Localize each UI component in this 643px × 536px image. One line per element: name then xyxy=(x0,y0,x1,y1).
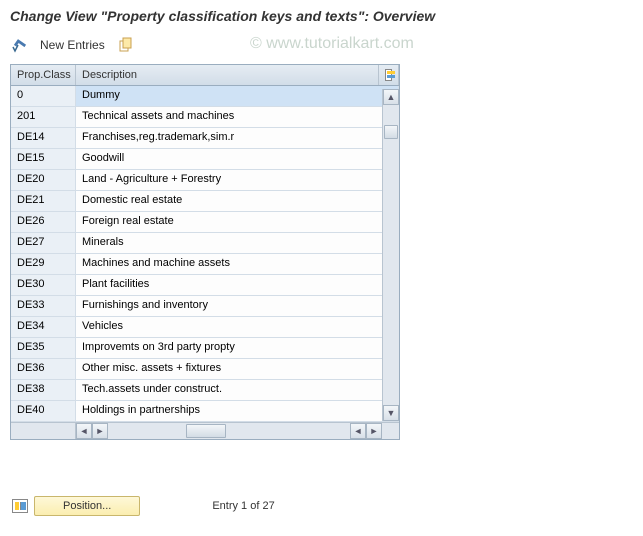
table-settings-button[interactable] xyxy=(379,65,399,85)
table-row[interactable]: DE20Land - Agriculture + Forestry xyxy=(11,170,399,191)
table-row[interactable]: DE29Machines and machine assets xyxy=(11,254,399,275)
horizontal-scrollbar: ◄ ► ◄ ► xyxy=(11,422,399,439)
cell-description[interactable]: Foreign real estate xyxy=(76,212,399,232)
table-row[interactable]: DE21Domestic real estate xyxy=(11,191,399,212)
cell-description[interactable]: Tech.assets under construct. xyxy=(76,380,399,400)
cell-description[interactable]: Minerals xyxy=(76,233,399,253)
table-row[interactable]: DE38Tech.assets under construct. xyxy=(11,380,399,401)
cell-description[interactable]: Domestic real estate xyxy=(76,191,399,211)
cell-description[interactable]: Technical assets and machines xyxy=(76,107,399,127)
column-header-description[interactable]: Description xyxy=(76,65,379,85)
scroll-right-button[interactable]: ► xyxy=(92,423,108,439)
cell-prop-class[interactable]: DE15 xyxy=(11,149,76,169)
vertical-scrollbar: ▲ ▼ xyxy=(382,89,399,421)
cell-prop-class[interactable]: DE40 xyxy=(11,401,76,421)
cell-prop-class[interactable]: DE20 xyxy=(11,170,76,190)
cell-prop-class[interactable]: DE27 xyxy=(11,233,76,253)
copy-icon[interactable] xyxy=(117,36,135,54)
table-row[interactable]: 201Technical assets and machines xyxy=(11,107,399,128)
table-header-row: Prop.Class Description xyxy=(11,65,399,86)
vscroll-track[interactable] xyxy=(383,105,399,405)
scroll-down-button[interactable]: ▼ xyxy=(383,405,399,421)
hscroll-thumb[interactable] xyxy=(186,424,226,438)
hscroll-track[interactable] xyxy=(108,423,350,439)
cell-prop-class[interactable]: 201 xyxy=(11,107,76,127)
cell-prop-class[interactable]: DE36 xyxy=(11,359,76,379)
scroll-up-button[interactable]: ▲ xyxy=(383,89,399,105)
vscroll-thumb[interactable] xyxy=(384,125,398,139)
footer-bar: Position... Entry 1 of 27 xyxy=(10,496,275,516)
cell-prop-class[interactable]: DE29 xyxy=(11,254,76,274)
new-entries-button[interactable]: New Entries xyxy=(36,36,109,54)
scroll-left-end-button[interactable]: ◄ xyxy=(350,423,366,439)
cell-prop-class[interactable]: DE35 xyxy=(11,338,76,358)
toolbar: New Entries xyxy=(0,32,643,64)
table-row[interactable]: DE36Other misc. assets + fixtures xyxy=(11,359,399,380)
cell-description[interactable]: Franchises,reg.trademark,sim.r xyxy=(76,128,399,148)
select-block-icon[interactable] xyxy=(10,496,30,516)
column-header-prop-class[interactable]: Prop.Class xyxy=(11,65,76,85)
table-row[interactable]: DE33Furnishings and inventory xyxy=(11,296,399,317)
cell-prop-class[interactable]: DE38 xyxy=(11,380,76,400)
page-title: Change View "Property classification key… xyxy=(0,0,643,32)
table-row[interactable]: DE27Minerals xyxy=(11,233,399,254)
cell-prop-class[interactable]: DE30 xyxy=(11,275,76,295)
cell-prop-class[interactable]: 0 xyxy=(11,86,76,106)
cell-description[interactable]: Holdings in partnerships xyxy=(76,401,399,421)
table-row[interactable]: 0Dummy xyxy=(11,86,399,107)
cell-prop-class[interactable]: DE21 xyxy=(11,191,76,211)
table-row[interactable]: DE34Vehicles xyxy=(11,317,399,338)
cell-prop-class[interactable]: DE14 xyxy=(11,128,76,148)
table-settings-icon xyxy=(385,69,392,81)
cell-description[interactable]: Furnishings and inventory xyxy=(76,296,399,316)
table-body: 0Dummy201Technical assets and machinesDE… xyxy=(11,86,399,422)
cell-description[interactable]: Machines and machine assets xyxy=(76,254,399,274)
table-row[interactable]: DE26Foreign real estate xyxy=(11,212,399,233)
scroll-right-end-button[interactable]: ► xyxy=(366,423,382,439)
data-table: Prop.Class Description 0Dummy201Technica… xyxy=(10,64,400,440)
cell-description[interactable]: Dummy xyxy=(76,86,399,106)
table-row[interactable]: DE14Franchises,reg.trademark,sim.r xyxy=(11,128,399,149)
other-view-icon[interactable] xyxy=(10,36,28,54)
cell-prop-class[interactable]: DE26 xyxy=(11,212,76,232)
cell-description[interactable]: Land - Agriculture + Forestry xyxy=(76,170,399,190)
cell-prop-class[interactable]: DE33 xyxy=(11,296,76,316)
cell-description[interactable]: Improvemts on 3rd party propty xyxy=(76,338,399,358)
table-row[interactable]: DE30Plant facilities xyxy=(11,275,399,296)
table-row[interactable]: DE40Holdings in partnerships xyxy=(11,401,399,422)
entry-status-text: Entry 1 of 27 xyxy=(212,500,274,512)
scroll-left-button[interactable]: ◄ xyxy=(76,423,92,439)
cell-description[interactable]: Plant facilities xyxy=(76,275,399,295)
cell-description[interactable]: Other misc. assets + fixtures xyxy=(76,359,399,379)
cell-description[interactable]: Goodwill xyxy=(76,149,399,169)
table-row[interactable]: DE35Improvemts on 3rd party propty xyxy=(11,338,399,359)
cell-description[interactable]: Vehicles xyxy=(76,317,399,337)
cell-prop-class[interactable]: DE34 xyxy=(11,317,76,337)
position-button[interactable]: Position... xyxy=(34,496,140,516)
table-row[interactable]: DE15Goodwill xyxy=(11,149,399,170)
